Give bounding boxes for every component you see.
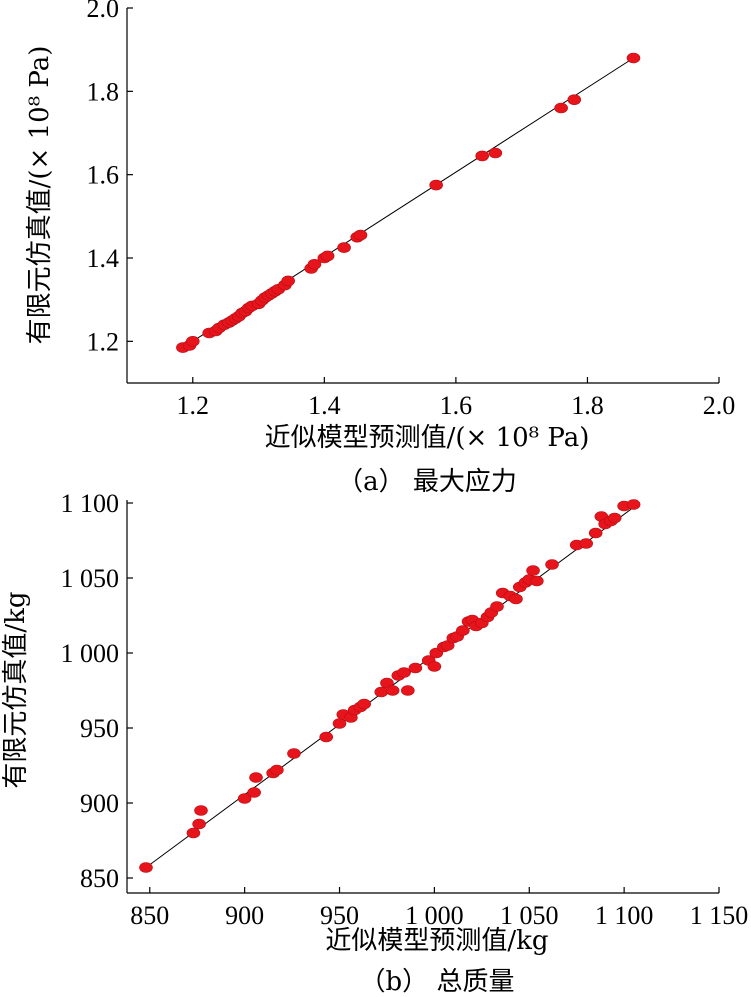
x-tick-label: 1 150: [690, 901, 749, 930]
y-tick-label: 1.2: [87, 327, 120, 356]
x-tick-label: 1 000: [405, 901, 464, 930]
data-point: [357, 698, 371, 710]
data-point: [270, 764, 284, 776]
panel-b-total-mass: 850 900 950 1 000 1 050 1 100 1 150 850 900 950 1…: [1, 489, 748, 997]
x-tick-label: 1.2: [177, 391, 210, 420]
x-tick-label: 2.0: [703, 391, 736, 420]
data-point: [626, 499, 641, 510]
data-point: [554, 102, 568, 114]
y-tick-label: 1.4: [87, 244, 120, 273]
data-point: [320, 250, 335, 262]
panel-a-y-axis-title: 有限元仿真值/(× 10⁸ Pa): [25, 46, 55, 345]
y-tick-label: 900: [80, 789, 119, 818]
data-point: [607, 512, 622, 524]
data-point: [397, 667, 411, 678]
x-tick-label: 850: [130, 901, 169, 930]
data-point: [579, 538, 593, 549]
data-point: [307, 258, 322, 270]
panel-a-x-axis-title: 近似模型预测值/(× 10⁸ Pa): [265, 423, 590, 453]
data-point: [385, 685, 400, 696]
data-point: [287, 748, 301, 759]
x-tick-label: 1.4: [308, 391, 341, 420]
panel-a-y-ticks: 1.2 1.4 1.6 1.8 2.0: [87, 0, 133, 356]
panel-a-axes: [126, 8, 719, 384]
x-tick-label: 1 100: [595, 901, 654, 930]
panel-a-points: [176, 52, 641, 353]
panel-a-max-stress: 1.2 1.4 1.6 1.8 2.0 1.2 1.4 1.6 1.8 2.0 近似模型预测值/…: [25, 0, 735, 497]
y-tick-label: 2.0: [87, 0, 120, 23]
panel-b-axes: [126, 500, 719, 894]
data-point: [247, 787, 261, 798]
data-point: [319, 731, 334, 743]
panel-b-caption: （b） 总质量: [360, 967, 515, 997]
panel-b-x-axis-title: 近似模型预测值/kg: [325, 926, 548, 956]
data-point: [192, 818, 206, 830]
x-tick-label: 1.8: [571, 391, 604, 420]
data-point: [185, 336, 200, 347]
data-point: [237, 793, 252, 804]
data-point: [626, 52, 641, 64]
y-tick-label: 1.8: [87, 77, 120, 106]
x-tick-label: 1.6: [440, 391, 473, 420]
panel-a-caption: （a） 最大应力: [337, 467, 517, 497]
y-tick-label: 1 050: [61, 564, 120, 593]
panel-b-x-ticks: 850 900 950 1 000 1 050 1 100 1 150: [130, 887, 748, 930]
data-point: [588, 527, 603, 539]
x-tick-label: 900: [225, 901, 264, 930]
data-point: [353, 229, 368, 241]
data-point: [530, 575, 544, 587]
panel-a-x-ticks: 1.2 1.4 1.6 1.8 2.0: [177, 377, 736, 420]
data-point: [332, 718, 347, 729]
data-point: [488, 147, 503, 159]
data-point: [249, 772, 263, 783]
data-point: [427, 661, 442, 672]
data-point: [194, 805, 208, 816]
data-point: [475, 150, 490, 162]
panel-b-y-axis-title: 有限元仿真值/kg: [1, 591, 31, 788]
x-tick-label: 950: [320, 901, 359, 930]
panel-b-y-ticks: 850 900 950 1 000 1 050 1 100: [61, 489, 133, 893]
data-point: [281, 275, 295, 287]
data-point: [374, 686, 389, 698]
data-point: [526, 565, 540, 576]
data-point: [186, 827, 201, 839]
data-point: [509, 593, 523, 605]
y-tick-label: 1 100: [61, 489, 120, 518]
x-tick-label: 1 050: [500, 901, 559, 930]
data-point: [408, 662, 423, 674]
data-point: [456, 625, 470, 636]
data-point: [401, 685, 415, 696]
data-point: [490, 601, 504, 612]
data-point: [429, 179, 443, 191]
data-point: [545, 559, 559, 570]
data-point: [567, 94, 582, 105]
data-point: [337, 242, 351, 253]
y-tick-label: 950: [80, 714, 119, 743]
y-tick-label: 1.6: [87, 161, 120, 190]
y-tick-label: 1 000: [61, 639, 120, 668]
panel-b-points: [139, 499, 641, 873]
data-point: [139, 862, 153, 873]
y-tick-label: 850: [80, 864, 119, 893]
